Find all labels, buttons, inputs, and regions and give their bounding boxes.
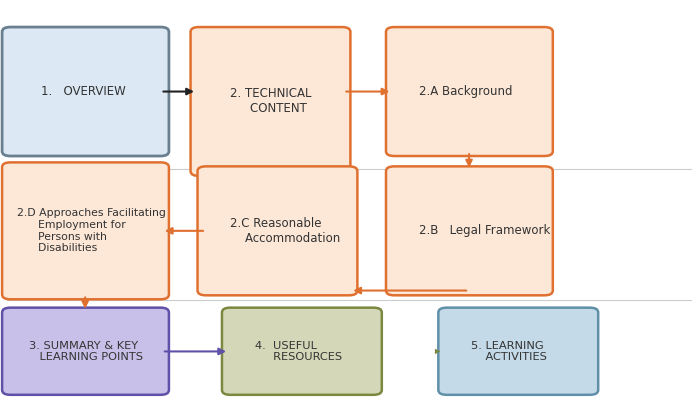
Text: 2. TECHNICAL
    CONTENT: 2. TECHNICAL CONTENT [230,88,311,115]
Text: 5. LEARNING
    ACTIVITIES: 5. LEARNING ACTIVITIES [471,341,547,362]
FancyBboxPatch shape [191,27,350,176]
FancyBboxPatch shape [386,166,553,295]
Text: 2.C Reasonable
    Accommodation: 2.C Reasonable Accommodation [230,217,341,245]
Text: 4.  USEFUL
     RESOURCES: 4. USEFUL RESOURCES [255,341,342,362]
FancyBboxPatch shape [2,308,169,395]
Text: 1.   OVERVIEW: 1. OVERVIEW [41,85,126,98]
Text: 2.D Approaches Facilitating
      Employment for
      Persons with
      Disabi: 2.D Approaches Facilitating Employment f… [17,209,166,253]
Text: 2.B   Legal Framework: 2.B Legal Framework [419,224,550,237]
FancyBboxPatch shape [438,308,598,395]
FancyBboxPatch shape [2,27,169,156]
FancyBboxPatch shape [198,166,357,295]
Text: 3. SUMMARY & KEY
    LEARNING POINTS: 3. SUMMARY & KEY LEARNING POINTS [24,341,143,362]
FancyBboxPatch shape [2,162,169,299]
Text: 2.A Background: 2.A Background [419,85,512,98]
FancyBboxPatch shape [386,27,553,156]
FancyBboxPatch shape [222,308,382,395]
